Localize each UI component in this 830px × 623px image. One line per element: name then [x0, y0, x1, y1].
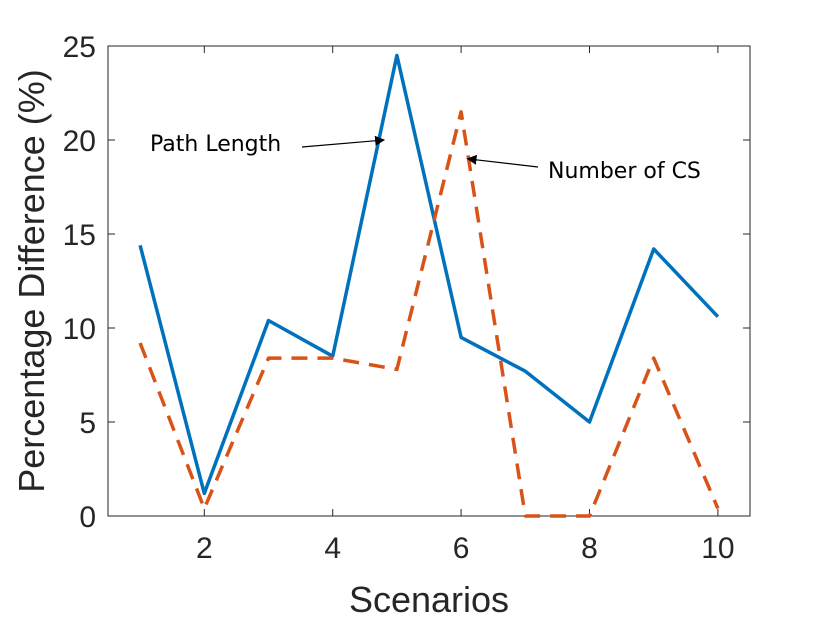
x-axis: 2 4 6 8 10: [196, 46, 735, 565]
annotation-layer: Path Length Number of CS: [150, 132, 701, 184]
y-tick-label: 25: [63, 31, 96, 64]
y-tick-label: 10: [63, 313, 96, 346]
y-tick-label: 5: [79, 407, 96, 440]
x-tick-label: 10: [701, 532, 734, 565]
series-line-solid: [138, 53, 720, 496]
plot-border: [107, 45, 751, 517]
y-axis-title: Percentage Difference (%): [11, 69, 52, 493]
series-line-dashed: [138, 110, 720, 518]
x-tick-label: 8: [581, 532, 598, 565]
y-tick-label: 20: [63, 125, 96, 158]
annotation-arrow-number-of-cs: [466, 154, 539, 168]
y-tick-label: 15: [63, 219, 96, 252]
plot-area: [107, 45, 751, 517]
x-axis-title: Scenarios: [349, 579, 509, 620]
y-axis: 0 5 10 15 20 25: [63, 31, 750, 534]
y-tick-label: 0: [79, 501, 96, 534]
annotation-path-length: Path Length: [150, 132, 281, 157]
annotation-arrow-path-length: [301, 135, 386, 148]
x-tick-label: 2: [196, 532, 213, 565]
x-tick-label: 4: [324, 532, 341, 565]
series-layer: [138, 53, 720, 518]
x-tick-label: 6: [453, 532, 470, 565]
annotation-number-of-cs: Number of CS: [548, 159, 701, 184]
